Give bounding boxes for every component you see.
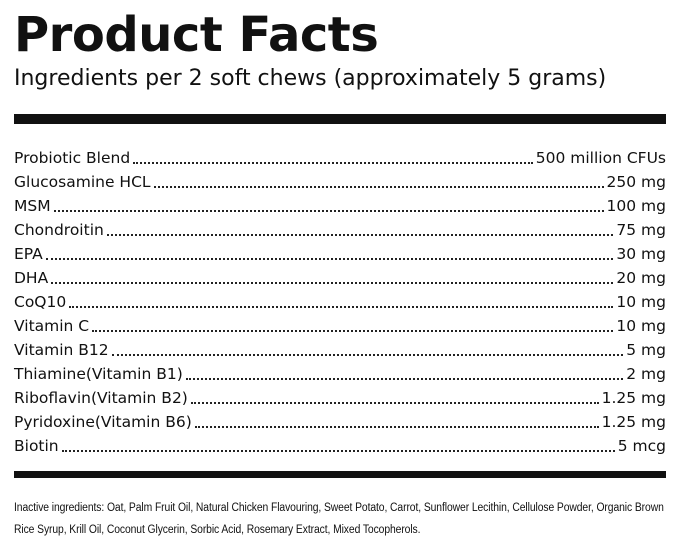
dot-leader	[185, 378, 624, 380]
dot-leader	[61, 450, 615, 452]
product-facts-panel: Product Facts Ingredients per 2 soft che…	[14, 6, 666, 536]
fact-row: Riboflavin(Vitamin B2) 1.25 mg	[14, 386, 666, 410]
page-title: Product Facts	[14, 7, 379, 63]
fact-amount: 20 mg	[616, 269, 666, 287]
fact-name: Riboflavin(Vitamin B2)	[14, 389, 188, 407]
fact-amount: 250 mg	[606, 173, 666, 191]
dot-leader	[53, 210, 604, 212]
dot-leader	[153, 186, 604, 188]
fact-row: Thiamine(Vitamin B1) 2 mg	[14, 362, 666, 386]
bottom-divider	[14, 471, 666, 478]
fact-row: Probiotic Blend 500 million CFUs	[14, 146, 666, 170]
fact-row: DHA 20 mg	[14, 266, 666, 290]
dot-leader	[45, 258, 614, 260]
dot-leader	[190, 402, 599, 404]
fact-amount: 1.25 mg	[601, 389, 666, 407]
dot-leader	[111, 354, 624, 356]
fact-name: Vitamin C	[14, 317, 90, 335]
dot-leader	[106, 234, 614, 236]
serving-subtitle: Ingredients per 2 soft chews (approximat…	[14, 66, 607, 91]
fact-row: Vitamin C 10 mg	[14, 314, 666, 338]
fact-row: MSM 100 mg	[14, 194, 666, 218]
fact-amount: 1.25 mg	[601, 413, 666, 431]
dot-leader	[92, 330, 614, 332]
fact-row: Glucosamine HCL 250 mg	[14, 170, 666, 194]
fact-name: Biotin	[14, 437, 59, 455]
fact-amount: 2 mg	[626, 365, 666, 383]
fact-name: Vitamin B12	[14, 341, 109, 359]
fact-name: Thiamine(Vitamin B1)	[14, 365, 183, 383]
top-divider	[14, 114, 666, 124]
dot-leader	[133, 162, 533, 164]
fact-name: Pyridoxine(Vitamin B6)	[14, 413, 192, 431]
fact-amount: 75 mg	[616, 221, 666, 239]
fact-name: Chondroitin	[14, 221, 104, 239]
fact-name: DHA	[14, 269, 49, 287]
fact-row: EPA 30 mg	[14, 242, 666, 266]
fact-row: Pyridoxine(Vitamin B6) 1.25 mg	[14, 410, 666, 434]
dot-leader	[194, 426, 599, 428]
fact-amount: 30 mg	[616, 245, 666, 263]
fact-amount: 10 mg	[616, 293, 666, 311]
fact-row: Biotin 5 mcg	[14, 434, 666, 458]
fact-name: MSM	[14, 197, 51, 215]
fact-row: CoQ10 10 mg	[14, 290, 666, 314]
fact-amount: 500 million CFUs	[535, 149, 666, 167]
fact-name: EPA	[14, 245, 43, 263]
fact-row: Chondroitin 75 mg	[14, 218, 666, 242]
dot-leader	[69, 306, 614, 308]
inactive-ingredients: Inactive ingredients: Oat, Palm Fruit Oi…	[14, 502, 664, 536]
fact-name: CoQ10	[14, 293, 67, 311]
fact-row: Vitamin B12 5 mg	[14, 338, 666, 362]
fact-amount: 100 mg	[606, 197, 666, 215]
fact-amount: 5 mg	[626, 341, 666, 359]
fact-name: Glucosamine HCL	[14, 173, 151, 191]
dot-leader	[51, 282, 614, 284]
fact-amount: 5 mcg	[617, 437, 666, 455]
fact-amount: 10 mg	[616, 317, 666, 335]
facts-list: Probiotic Blend 500 million CFUs Glucosa…	[14, 146, 666, 458]
fact-name: Probiotic Blend	[14, 149, 131, 167]
